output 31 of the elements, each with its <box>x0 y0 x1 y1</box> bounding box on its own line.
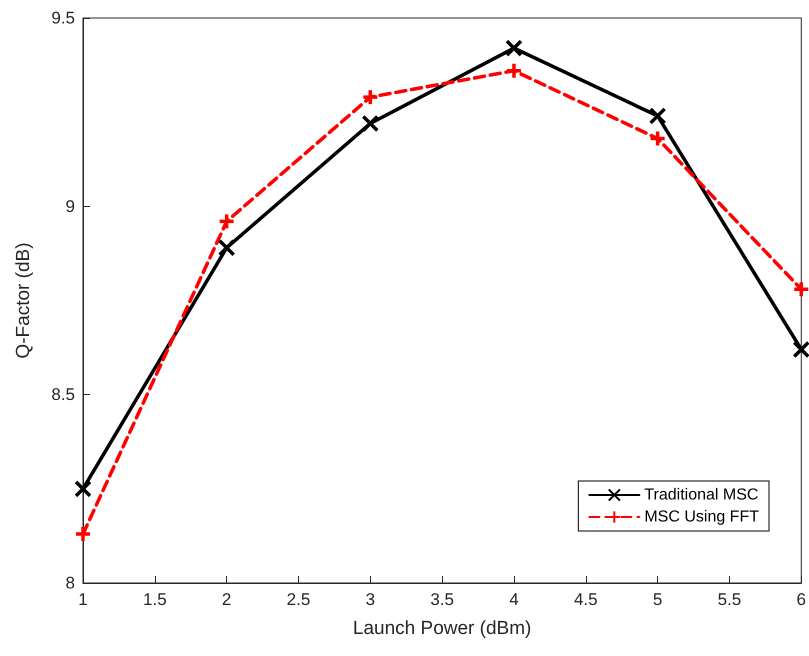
y-tick-label: 8 <box>66 574 75 592</box>
x-tick-label: 5.5 <box>718 590 742 609</box>
point <box>505 39 523 57</box>
point <box>218 239 236 257</box>
x-tick-label: 1 <box>78 590 88 609</box>
point <box>792 280 809 298</box>
point <box>648 107 666 125</box>
point <box>505 62 523 80</box>
point <box>74 525 92 543</box>
x-tick-label: 6 <box>796 590 806 609</box>
x-tick-label: 3.5 <box>430 590 454 609</box>
x-tick-label: 2 <box>222 590 232 609</box>
x-tick-label: 2.5 <box>286 590 310 609</box>
x-tick-label: 3 <box>366 590 376 609</box>
y-tick-label: 8.5 <box>51 385 75 404</box>
legend-label: MSC Using FFT <box>644 508 760 526</box>
point <box>792 340 809 358</box>
point <box>648 130 666 148</box>
point <box>218 212 236 230</box>
y-axis-title: Q-Factor (dB) <box>13 242 34 359</box>
point <box>362 88 380 106</box>
legend-label: Traditional MSC <box>644 486 758 504</box>
x-tick-label: 4 <box>509 590 519 609</box>
y-tick-label: 9.5 <box>51 8 75 28</box>
x-tick-label: 5 <box>652 590 662 609</box>
x-tick-label: 4.5 <box>574 590 598 609</box>
x-axis-title: Launch Power (dBm) <box>352 618 532 639</box>
point <box>74 480 92 498</box>
point <box>362 114 380 132</box>
x-tick-label: 1.5 <box>143 590 167 609</box>
y-tick-label: 9 <box>66 196 75 216</box>
